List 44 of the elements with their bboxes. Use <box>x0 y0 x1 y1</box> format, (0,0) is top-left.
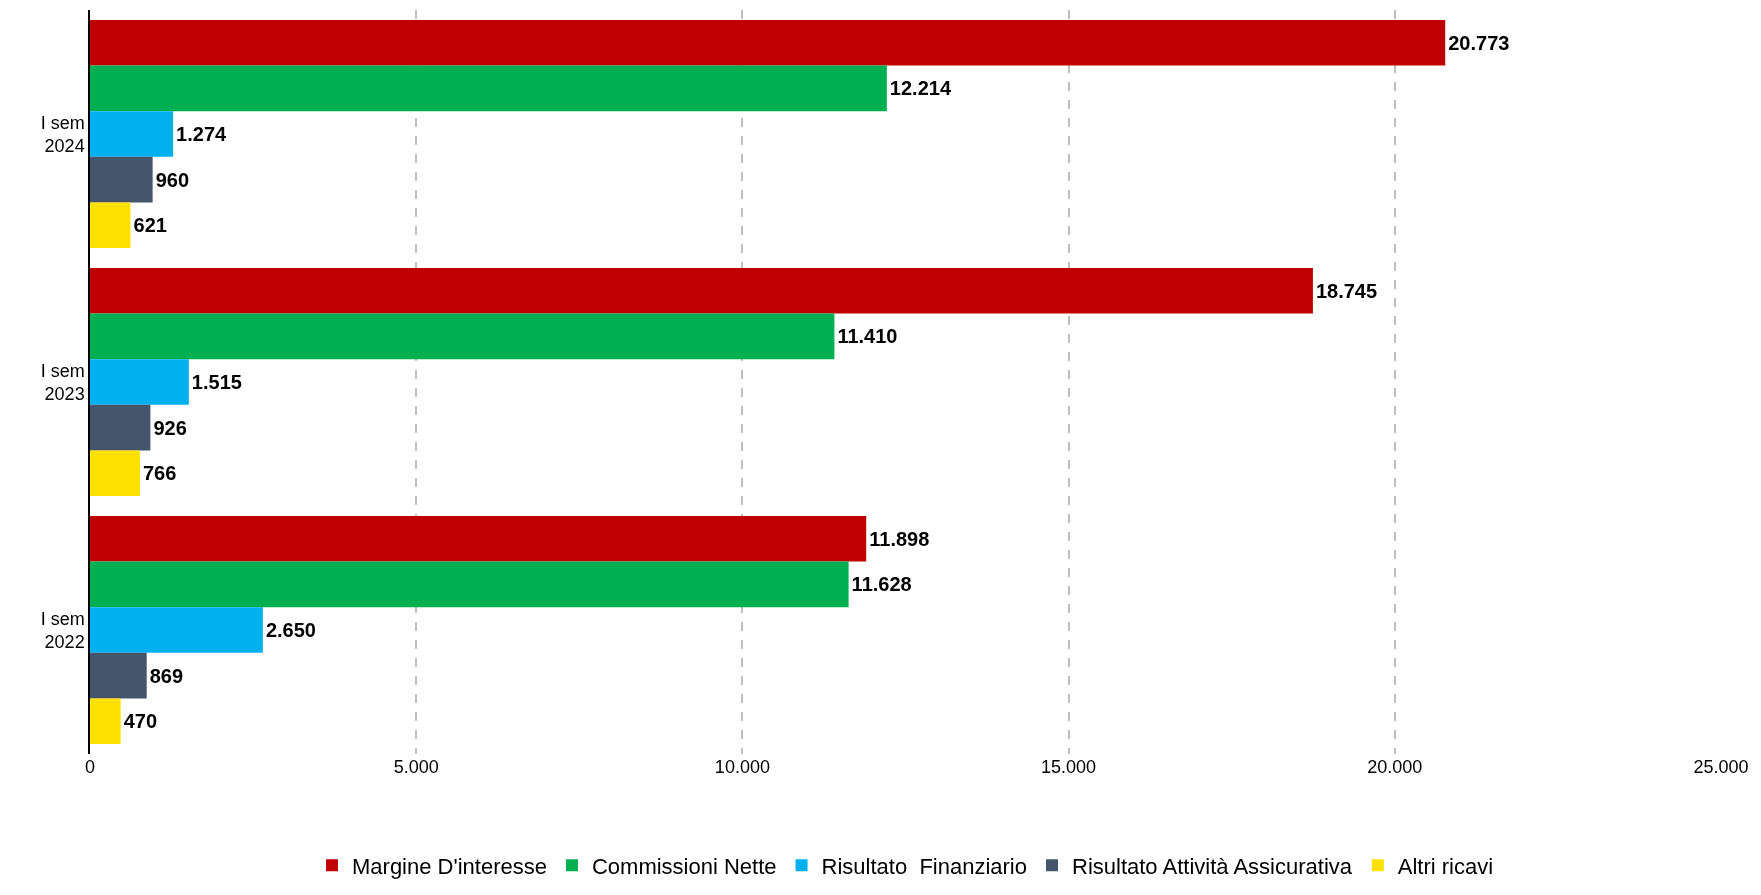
bar <box>90 156 153 203</box>
data-label: 1.515 <box>191 371 242 393</box>
y-tick-label: I sem 2023 <box>40 360 85 404</box>
x-tick-label: 5.000 <box>393 757 439 777</box>
bar <box>90 111 174 157</box>
data-label: 20.773 <box>1448 31 1510 54</box>
bar <box>90 561 849 608</box>
bar <box>90 19 1446 66</box>
legend-label: Margine D'interesse <box>352 853 547 879</box>
data-label: 621 <box>133 214 167 237</box>
data-label: 926 <box>153 416 187 439</box>
x-tick-label: 20.000 <box>1367 757 1423 777</box>
data-label: 960 <box>155 168 190 191</box>
data-label: 2.650 <box>265 619 316 641</box>
data-label: 11.898 <box>869 527 930 550</box>
data-label: 11.628 <box>851 573 912 596</box>
data-label: 11.410 <box>837 325 898 348</box>
legend-label: Risultato Attività Assicurativa <box>1072 853 1353 879</box>
x-tick-label: 15.000 <box>1041 757 1097 777</box>
data-label: 869 <box>149 664 184 687</box>
bar <box>90 515 867 562</box>
data-label: 18.745 <box>1315 279 1378 302</box>
bar <box>90 359 189 405</box>
legend-label: Altri ricavi <box>1397 853 1494 879</box>
bar <box>90 313 835 360</box>
bar <box>90 607 263 653</box>
data-label: 1.274 <box>176 123 228 145</box>
data-label: 766 <box>142 462 177 485</box>
x-tick-label: 0 <box>84 757 96 777</box>
y-tick-label: I sem 2022 <box>40 608 85 652</box>
bar <box>90 202 131 249</box>
bar <box>90 267 1313 314</box>
bar <box>90 450 140 497</box>
x-tick-label: 25.000 <box>1693 757 1749 777</box>
bar <box>90 65 887 112</box>
y-tick-label: I sem 2024 <box>40 112 85 156</box>
bar <box>90 404 151 451</box>
x-tick-label: 10.000 <box>714 757 770 777</box>
legend-label: Risultato Finanziario <box>821 853 1027 879</box>
bar <box>90 698 121 745</box>
legend-label: Commissioni Nette <box>591 853 777 879</box>
data-label: 12.214 <box>889 77 952 100</box>
data-label: 470 <box>123 710 158 733</box>
bar <box>90 652 147 699</box>
